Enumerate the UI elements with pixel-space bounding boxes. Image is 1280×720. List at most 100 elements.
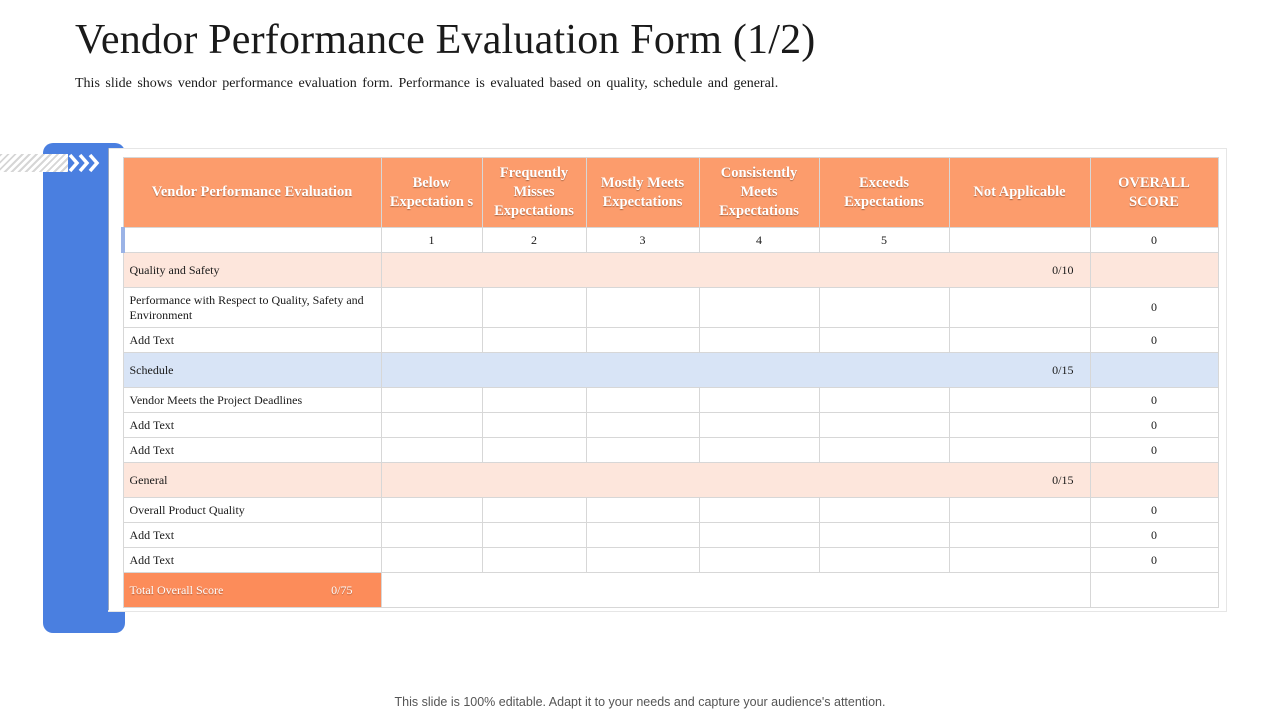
total-row: Total Overall Score 0/75 — [122, 572, 1219, 608]
item-label[interactable]: Add Text — [122, 547, 382, 573]
item-label[interactable]: Add Text — [122, 327, 382, 353]
item-score: 0 — [1089, 497, 1219, 523]
evaluation-table: Vendor Performance Evaluation Below Expe… — [121, 157, 1219, 608]
table-row: Add Text 0 — [122, 522, 1219, 548]
item-label[interactable]: Vendor Meets the Project Deadlines — [122, 387, 382, 413]
section-score: 0/15 — [380, 352, 1091, 388]
rating-cell[interactable] — [948, 327, 1091, 353]
item-label[interactable]: Add Text — [122, 437, 382, 463]
rating-cell[interactable] — [481, 522, 587, 548]
rating-cell[interactable] — [585, 522, 700, 548]
rating-cell[interactable] — [481, 387, 587, 413]
rating-cell[interactable] — [481, 547, 587, 573]
rating-cell[interactable] — [818, 327, 950, 353]
rating-cell[interactable] — [818, 547, 950, 573]
item-label[interactable]: Add Text — [122, 522, 382, 548]
item-score: 0 — [1089, 412, 1219, 438]
rating-cell[interactable] — [948, 522, 1091, 548]
rating-cell[interactable] — [380, 327, 483, 353]
rating-cell[interactable] — [698, 327, 820, 353]
rating-cell[interactable] — [585, 437, 700, 463]
scale-cell: 0 — [1089, 227, 1219, 253]
rating-cell[interactable] — [948, 437, 1091, 463]
scale-cell[interactable] — [121, 227, 382, 253]
header-cell: Frequently Misses Expectations — [481, 157, 587, 228]
item-score: 0 — [1089, 437, 1219, 463]
section-score-cell — [1089, 352, 1219, 388]
header-cell: Vendor Performance Evaluation — [122, 157, 382, 228]
section-score: 0/15 — [380, 462, 1091, 498]
header-row: Vendor Performance Evaluation Below Expe… — [122, 157, 1219, 228]
rating-cell[interactable] — [698, 497, 820, 523]
section-score-cell — [1089, 252, 1219, 288]
item-label[interactable]: Add Text — [122, 412, 382, 438]
total-label: Total Overall Score — [129, 582, 224, 597]
rating-cell[interactable] — [698, 287, 820, 328]
rating-cell[interactable] — [698, 522, 820, 548]
rating-cell[interactable] — [948, 497, 1091, 523]
header-cell: Not Applicable — [948, 157, 1091, 228]
rating-cell[interactable] — [481, 327, 587, 353]
rating-cell[interactable] — [481, 437, 587, 463]
rating-cell[interactable] — [585, 547, 700, 573]
section-row-general: General 0/15 — [122, 462, 1219, 498]
rating-cell[interactable] — [585, 387, 700, 413]
scale-cell: 3 — [585, 227, 700, 253]
section-row-quality: Quality and Safety 0/10 — [122, 252, 1219, 288]
rating-cell[interactable] — [948, 412, 1091, 438]
rating-cell[interactable] — [698, 437, 820, 463]
rating-cell[interactable] — [948, 387, 1091, 413]
scale-cell: 2 — [481, 227, 587, 253]
frame-divider — [108, 148, 109, 610]
table-row: Add Text 0 — [122, 437, 1219, 463]
rating-cell[interactable] — [585, 497, 700, 523]
slide-subtitle: This slide shows vendor performance eval… — [75, 76, 779, 91]
table-row: Vendor Meets the Project Deadlines 0 — [122, 387, 1219, 413]
rating-cell[interactable] — [380, 497, 483, 523]
rating-cell[interactable] — [380, 522, 483, 548]
rating-cell[interactable] — [818, 287, 950, 328]
item-score: 0 — [1089, 287, 1219, 328]
section-label: Schedule — [122, 352, 382, 388]
rating-cell[interactable] — [585, 412, 700, 438]
total-empty-cell — [380, 572, 1091, 608]
rating-cell[interactable] — [818, 387, 950, 413]
scale-cell: 5 — [818, 227, 950, 253]
rating-cell[interactable] — [380, 287, 483, 328]
section-label: General — [122, 462, 382, 498]
rating-cell[interactable] — [818, 437, 950, 463]
rating-cell[interactable] — [698, 387, 820, 413]
rating-cell[interactable] — [380, 387, 483, 413]
scale-cell — [948, 227, 1091, 253]
rating-cell[interactable] — [585, 327, 700, 353]
rating-cell[interactable] — [948, 287, 1091, 328]
section-label: Quality and Safety — [122, 252, 382, 288]
rating-cell[interactable] — [818, 497, 950, 523]
section-score-cell — [1089, 462, 1219, 498]
header-cell: Consistently Meets Expectations — [698, 157, 820, 228]
rating-cell[interactable] — [481, 287, 587, 328]
rating-cell[interactable] — [380, 412, 483, 438]
rating-cell[interactable] — [818, 412, 950, 438]
total-overall-cell — [1089, 572, 1219, 608]
rating-cell[interactable] — [481, 497, 587, 523]
table-row: Add Text 0 — [122, 547, 1219, 573]
rating-cell[interactable] — [698, 547, 820, 573]
item-label[interactable]: Performance with Respect to Quality, Saf… — [122, 287, 382, 328]
rating-cell[interactable] — [818, 522, 950, 548]
rating-cell[interactable] — [585, 287, 700, 328]
chevron-right-icon — [68, 153, 100, 173]
rating-cell[interactable] — [380, 437, 483, 463]
header-cell: Exceeds Expectations — [818, 157, 950, 228]
item-label[interactable]: Overall Product Quality — [122, 497, 382, 523]
item-score: 0 — [1089, 522, 1219, 548]
header-cell: Mostly Meets Expectations — [585, 157, 700, 228]
rating-cell[interactable] — [948, 547, 1091, 573]
rating-cell[interactable] — [380, 547, 483, 573]
section-row-schedule: Schedule 0/15 — [122, 352, 1219, 388]
header-cell: OVERALL SCORE — [1089, 157, 1219, 228]
rating-cell[interactable] — [481, 412, 587, 438]
rating-cell[interactable] — [698, 412, 820, 438]
table-row: Overall Product Quality 0 — [122, 497, 1219, 523]
item-score: 0 — [1089, 327, 1219, 353]
